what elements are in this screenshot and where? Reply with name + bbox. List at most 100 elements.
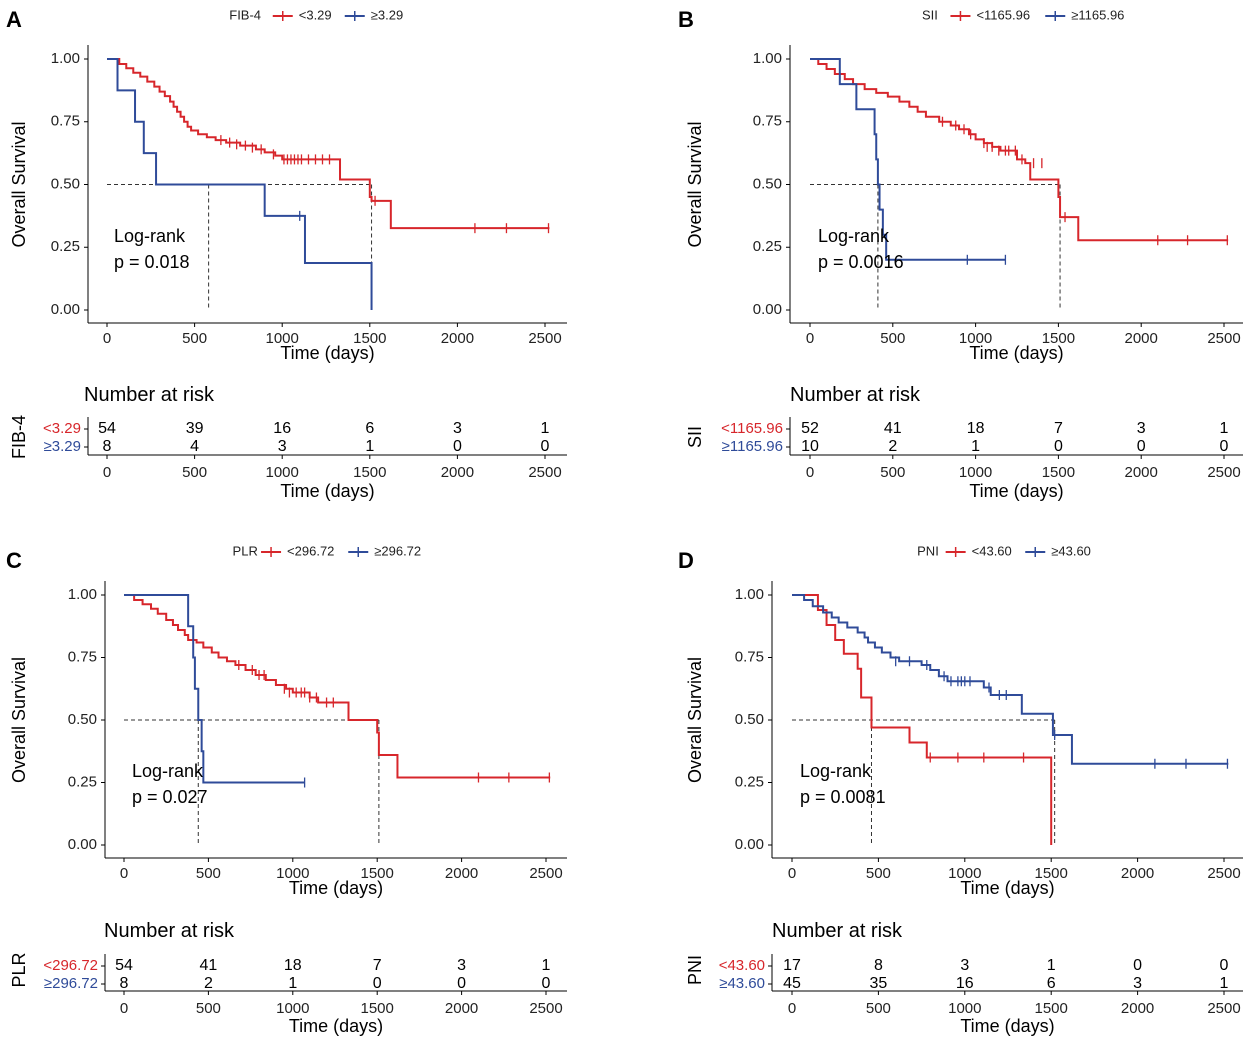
panel-C: C PLR <296.72 ≥296.720.000.250.500.751.000 5…: [6, 543, 567, 1036]
risk-table: Number at risk<43.60 17 8 3 1 0 0≥43.60 45 35 16 6…: [685, 920, 1243, 1036]
risk-x-tick-label: 2500: [529, 1000, 562, 1017]
risk-count: 3: [960, 957, 969, 974]
risk-count: 0: [1220, 957, 1229, 974]
y-tick-label: 1.00: [68, 586, 97, 603]
risk-row-label: <1165.96: [721, 420, 783, 437]
y-axis-title: Overall Survival: [685, 657, 705, 783]
risk-x-tick-label: 1000: [948, 1000, 981, 1017]
risk-count: 1: [1220, 420, 1229, 437]
risk-count: 0: [1054, 438, 1063, 455]
risk-title: Number at risk: [790, 384, 921, 406]
x-tick-label: 0: [806, 330, 814, 347]
y-tick-label: 0.25: [735, 773, 764, 790]
risk-count: 54: [98, 420, 116, 437]
risk-row-label: <43.60: [719, 957, 765, 974]
legend-title: SII: [922, 7, 938, 22]
km-curve-high: [124, 594, 305, 784]
risk-count: 6: [365, 420, 374, 437]
risk-count: 1: [971, 438, 980, 455]
risk-count: 1: [288, 975, 297, 992]
km-curve-high: [792, 594, 1229, 765]
legend-low-label: <3.29: [299, 7, 332, 22]
risk-count: 3: [1133, 975, 1142, 992]
risk-count: 0: [1137, 438, 1146, 455]
y-tick-label: 0.00: [68, 836, 97, 853]
logrank-label: Log-rank: [800, 761, 872, 781]
legend: SII <1165.96 ≥1165.96: [922, 7, 1124, 22]
x-tick-label: 0: [120, 865, 128, 882]
p-value: p = 0.0081: [800, 787, 886, 807]
p-value: p = 0.027: [132, 787, 208, 807]
x-tick-label: 2500: [1207, 865, 1240, 882]
legend-low-label: <1165.96: [976, 7, 1030, 22]
x-axis-title: Time (days): [960, 878, 1054, 898]
risk-x-tick-label: 1500: [353, 464, 386, 481]
risk-count: 0: [453, 438, 462, 455]
y-tick-label: 1.00: [51, 50, 80, 67]
p-value: p = 0.018: [114, 252, 190, 272]
risk-row-label: <3.29: [43, 420, 81, 437]
risk-x-title: Time (days): [280, 481, 374, 501]
risk-count: 1: [541, 420, 550, 437]
y-tick-label: 0.00: [51, 301, 80, 318]
risk-x-tick-label: 0: [103, 464, 111, 481]
x-tick-label: 2500: [529, 865, 562, 882]
risk-x-title: Time (days): [289, 1016, 383, 1036]
x-tick-label: 2000: [1121, 865, 1154, 882]
km-curve-low: [107, 58, 550, 230]
legend-low-label: <43.60: [972, 543, 1012, 558]
risk-x-tick-label: 2000: [1125, 464, 1158, 481]
x-tick-label: 1000: [959, 330, 992, 347]
risk-x-tick-label: 2500: [1207, 1000, 1240, 1017]
risk-x-tick-label: 500: [866, 1000, 891, 1017]
risk-count: 8: [874, 957, 883, 974]
legend-high-label: ≥1165.96: [1071, 7, 1124, 22]
risk-x-title: Time (days): [960, 1016, 1054, 1036]
risk-x-tick-label: 2000: [445, 1000, 478, 1017]
y-tick-label: 0.25: [753, 238, 782, 255]
risk-count: 35: [870, 975, 888, 992]
risk-row-label: <296.72: [43, 957, 98, 974]
risk-count: 41: [884, 420, 902, 437]
km-curve-high: [107, 58, 373, 310]
logrank-label: Log-rank: [114, 226, 186, 246]
legend: PLR <296.72 ≥296.72: [233, 543, 422, 558]
risk-count: 1: [1220, 975, 1229, 992]
panel-A: A FIB-4 <3.29 ≥3.290.000.250.500.751.000 500…: [6, 7, 567, 501]
legend-high-label: ≥296.72: [374, 543, 421, 558]
risk-count: 0: [457, 975, 466, 992]
km-curve-low: [124, 594, 551, 779]
y-axis-title: Overall Survival: [9, 657, 29, 783]
y-tick-label: 0.25: [51, 238, 80, 255]
risk-count: 3: [453, 420, 462, 437]
x-tick-label: 500: [196, 865, 221, 882]
km-curve-low: [792, 594, 1053, 845]
x-tick-label: 500: [182, 330, 207, 347]
risk-x-tick-label: 500: [196, 1000, 221, 1017]
risk-count: 3: [278, 438, 287, 455]
risk-table: Number at risk <1165.96 52 41 18 7 3 1 ≥1165.96 1…: [685, 384, 1243, 501]
panel-letter: A: [6, 7, 22, 32]
x-tick-label: 0: [788, 865, 796, 882]
panel-D: D PNI <43.60 ≥43.600.000.250.500.751.000 500…: [678, 543, 1243, 1036]
y-tick-label: 1.00: [735, 586, 764, 603]
risk-count: 54: [115, 957, 133, 974]
x-tick-label: 0: [103, 330, 111, 347]
x-tick-label: 1500: [1035, 865, 1068, 882]
legend: FIB-4 <3.29 ≥3.29: [229, 7, 403, 22]
y-tick-label: 0.75: [753, 113, 782, 130]
risk-count: 3: [1137, 420, 1146, 437]
risk-row-label: ≥296.72: [44, 975, 98, 992]
risk-count: 17: [783, 957, 801, 974]
risk-count: 2: [204, 975, 213, 992]
risk-count: 10: [801, 438, 819, 455]
risk-row-label: ≥1165.96: [722, 438, 783, 455]
y-tick-label: 0.50: [753, 175, 782, 192]
y-tick-label: 0.25: [68, 773, 97, 790]
risk-strata-label: PNI: [685, 955, 705, 985]
risk-count: 0: [1133, 957, 1142, 974]
y-axis-title: Overall Survival: [685, 121, 705, 247]
legend-high-label: ≥3.29: [371, 7, 403, 22]
risk-count: 52: [801, 420, 819, 437]
y-tick-label: 0.50: [51, 175, 80, 192]
